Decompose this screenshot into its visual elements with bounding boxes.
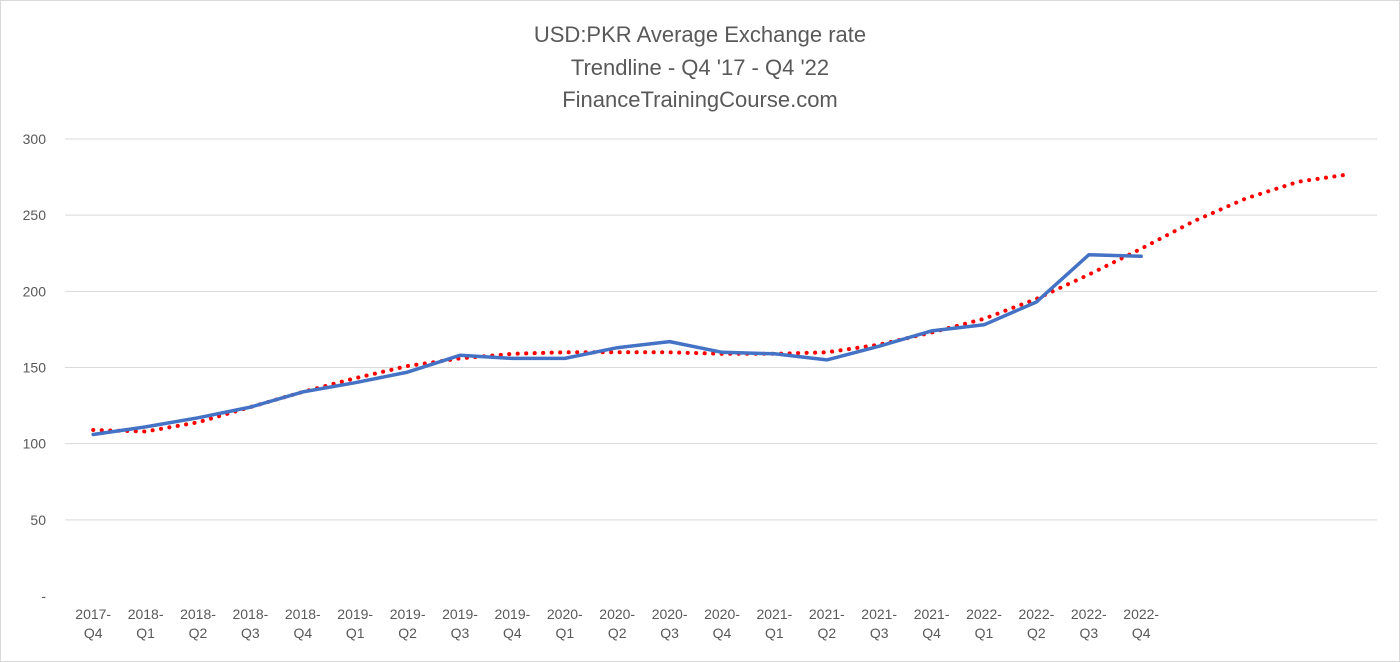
x-tick-label: 2020- Q2: [599, 606, 635, 641]
x-tick-year: 2018-: [285, 606, 321, 622]
x-tick-year: 2018-: [128, 606, 164, 622]
y-axis-ticks: - 50 100 150 200 250 300: [23, 131, 47, 604]
x-tick-year: 2017-: [75, 606, 111, 622]
x-tick-year: 2021-: [809, 606, 845, 622]
y-tick-label: 150: [23, 360, 47, 376]
x-tick-quarter: Q3: [1079, 625, 1098, 641]
x-tick-year: 2022-: [966, 606, 1002, 622]
trendline: [91, 172, 1353, 434]
x-tick-quarter: Q1: [136, 625, 155, 641]
x-tick-label: 2018- Q1: [128, 606, 164, 641]
x-axis-ticks: 2017-Q42018-Q12018-Q22018-Q32018-Q42019-…: [75, 606, 1159, 641]
x-tick-year: 2022-: [1071, 606, 1107, 622]
x-tick-year: 2018-: [232, 606, 268, 622]
x-tick-year: 2020-: [704, 606, 740, 622]
x-tick-label: 2019- Q1: [337, 606, 373, 641]
x-tick-quarter: Q1: [346, 625, 365, 641]
x-tick-quarter: Q4: [713, 625, 732, 641]
x-tick-label: 2018- Q3: [232, 606, 268, 641]
x-tick-label: 2019- Q3: [442, 606, 478, 641]
x-tick-label: 2021- Q3: [861, 606, 897, 641]
x-tick-year: 2018-: [180, 606, 216, 622]
x-tick-quarter: Q1: [975, 625, 994, 641]
x-tick-quarter: Q4: [922, 625, 941, 641]
x-tick-year: 2022-: [1123, 606, 1159, 622]
x-tick-year: 2019-: [337, 606, 373, 622]
y-tick-label: -: [41, 588, 46, 604]
y-tick-label: 300: [23, 131, 47, 147]
x-tick-label: 2017- Q4: [75, 606, 111, 641]
chart-title-line-3: FinanceTrainingCourse.com: [562, 87, 838, 112]
x-tick-year: 2020-: [547, 606, 583, 622]
x-tick-label: 2022- Q3: [1071, 606, 1107, 641]
x-tick-year: 2019-: [494, 606, 530, 622]
x-tick-year: 2019-: [442, 606, 478, 622]
x-tick-quarter: Q4: [293, 625, 312, 641]
x-tick-year: 2022-: [1018, 606, 1054, 622]
x-tick-quarter: Q4: [1132, 625, 1151, 641]
series-lines: [91, 253, 1143, 437]
x-tick-label: 2021- Q1: [756, 606, 792, 641]
x-tick-label: 2022- Q2: [1018, 606, 1054, 641]
x-tick-label: 2021- Q2: [809, 606, 845, 641]
x-tick-label: 2020- Q3: [652, 606, 688, 641]
x-tick-label: 2018- Q2: [180, 606, 216, 641]
trendline-path: [91, 172, 1353, 434]
series-line-0: [91, 253, 1143, 437]
y-tick-label: 100: [23, 436, 47, 452]
x-tick-quarter: Q2: [817, 625, 836, 641]
x-tick-label: 2022- Q1: [966, 606, 1002, 641]
chart-title-line-2: Trendline - Q4 '17 - Q4 '22: [571, 55, 829, 80]
x-tick-year: 2020-: [599, 606, 635, 622]
x-tick-label: 2020- Q1: [547, 606, 583, 641]
x-tick-label: 2021- Q4: [914, 606, 950, 641]
x-tick-quarter: Q3: [451, 625, 470, 641]
x-tick-quarter: Q2: [1027, 625, 1046, 641]
y-tick-label: 200: [23, 283, 47, 299]
x-tick-year: 2021-: [756, 606, 792, 622]
x-tick-label: 2018- Q4: [285, 606, 321, 641]
chart-title-line-1: USD:PKR Average Exchange rate: [534, 22, 866, 47]
x-tick-quarter: Q3: [241, 625, 260, 641]
x-tick-quarter: Q4: [84, 625, 103, 641]
x-tick-label: 2022- Q4: [1123, 606, 1159, 641]
x-tick-year: 2020-: [652, 606, 688, 622]
x-tick-quarter: Q3: [870, 625, 889, 641]
x-tick-quarter: Q1: [555, 625, 574, 641]
x-tick-label: 2020- Q4: [704, 606, 740, 641]
x-tick-year: 2021-: [914, 606, 950, 622]
x-tick-quarter: Q2: [608, 625, 627, 641]
x-tick-quarter: Q2: [189, 625, 208, 641]
x-tick-quarter: Q3: [660, 625, 679, 641]
x-tick-quarter: Q4: [503, 625, 522, 641]
x-tick-label: 2019- Q4: [494, 606, 530, 641]
x-tick-year: 2021-: [861, 606, 897, 622]
gridlines: [65, 138, 1377, 521]
y-tick-label: 50: [30, 512, 46, 528]
x-tick-label: 2019- Q2: [390, 606, 426, 641]
y-tick-label: 250: [23, 207, 47, 223]
chart-title: USD:PKR Average Exchange rate Trendline …: [534, 22, 866, 112]
x-tick-year: 2019-: [390, 606, 426, 622]
x-tick-quarter: Q2: [398, 625, 417, 641]
x-tick-quarter: Q1: [765, 625, 784, 641]
